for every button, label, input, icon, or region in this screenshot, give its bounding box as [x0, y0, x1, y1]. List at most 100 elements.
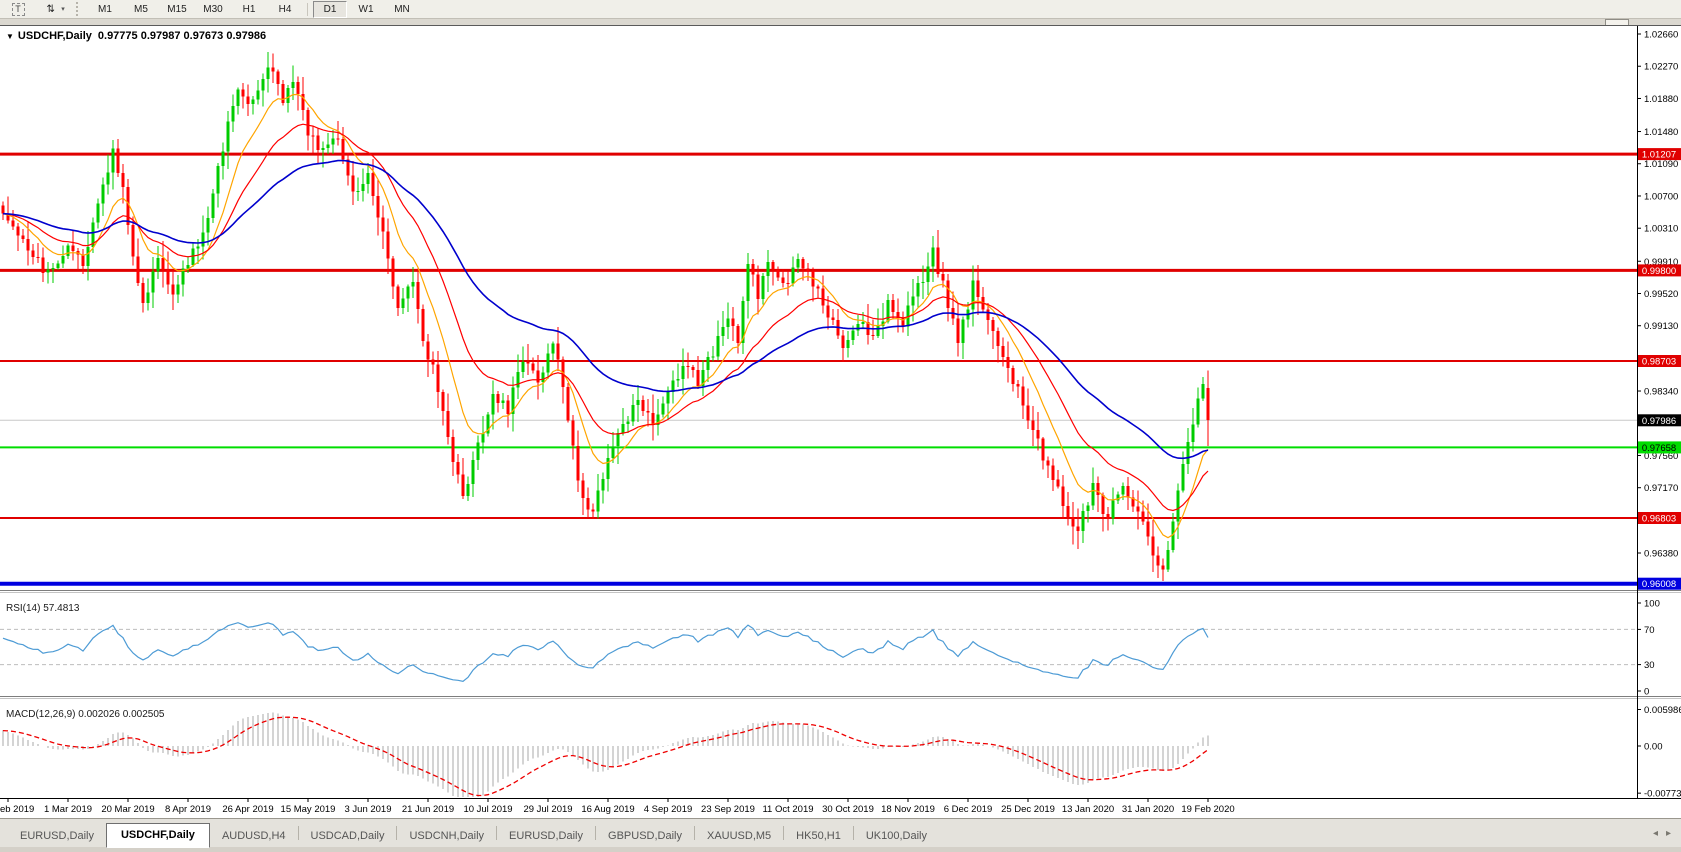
tab-divider [693, 826, 695, 840]
svg-text:16 Aug 2019: 16 Aug 2019 [581, 804, 634, 815]
svg-text:11 Oct 2019: 11 Oct 2019 [762, 804, 813, 815]
price-axis: 1.02660 1.02270 1.01880 1.01480 1.01090 1.007… [1637, 30, 1678, 559]
arrange-arrows-icon: ⇅ [46, 3, 55, 15]
macd-axis: 0.005986 0.00 -0.007731 [1637, 705, 1681, 800]
tab-divider [396, 826, 398, 840]
svg-text:15 May 2019: 15 May 2019 [281, 804, 336, 815]
rsi-pane: 100 70 30 0 [0, 599, 1660, 698]
svg-text:1.02270: 1.02270 [1644, 62, 1678, 73]
svg-text:31 Jan 2020: 31 Jan 2020 [1122, 804, 1174, 815]
text-tool-button[interactable]: T [1, 1, 35, 18]
svg-text:23 Sep 2019: 23 Sep 2019 [701, 804, 755, 815]
tab-divider [852, 826, 854, 840]
svg-text:0.98703: 0.98703 [1642, 357, 1676, 368]
svg-text:0.96803: 0.96803 [1642, 514, 1676, 525]
svg-text:70: 70 [1644, 625, 1655, 636]
timeframe-button-w1[interactable]: W1 [358, 3, 374, 15]
macd-pane [2, 712, 1209, 797]
macd-indicator-label: MACD(12,26,9) 0.002026 0.002505 [6, 709, 165, 720]
svg-text:18 Nov 2019: 18 Nov 2019 [881, 804, 935, 815]
tab-eurusd-daily[interactable]: EURUSD,Daily [509, 830, 584, 842]
rsi-line [2, 622, 1209, 682]
tab-gbpusd-daily[interactable]: GBPUSD,Daily [608, 830, 682, 842]
tab-xauusd-m5[interactable]: XAUUSD,M5 [706, 830, 772, 842]
svg-text:0.96380: 0.96380 [1644, 548, 1678, 559]
tab-usdcad-daily[interactable]: USDCAD,Daily [310, 830, 385, 842]
timeframe-button-m15[interactable]: M15 [167, 3, 187, 15]
svg-text:0: 0 [1644, 687, 1649, 698]
svg-text:30 Oct 2019: 30 Oct 2019 [822, 804, 874, 815]
chart-symbol-label: USDCHF,Daily [17, 30, 92, 42]
tab-eurusd-daily[interactable]: EURUSD,Daily [20, 830, 94, 842]
timeframe-button-group: M1 M5 M15 M30 H1 H4 D1 W1 MN [87, 0, 420, 18]
chart-window: ▼ USDCHF,Daily 0.97775 0.97987 0.97673 0.9… [0, 25, 1681, 819]
timeframe-button-mn[interactable]: MN [394, 3, 410, 15]
svg-text:1 Mar 2019: 1 Mar 2019 [44, 804, 92, 815]
tab-audusd-h4[interactable]: AUDUSD,H4 [221, 830, 286, 842]
svg-text:0.99130: 0.99130 [1644, 321, 1678, 332]
tab-usdcnh-daily[interactable]: USDCNH,Daily [409, 830, 485, 842]
svg-text:3 Jun 2019: 3 Jun 2019 [344, 804, 391, 815]
svg-text:0.97986: 0.97986 [1642, 416, 1676, 427]
chevron-down-icon[interactable]: ▾ [61, 6, 65, 13]
toolbar-grip[interactable] [76, 2, 83, 16]
tab-divider [297, 826, 299, 840]
timeframe-button-m30[interactable]: M30 [203, 3, 223, 15]
chart-title: ▼ USDCHF,Daily 0.97775 0.97987 0.97673 0.9… [6, 30, 266, 42]
svg-text:0.97560: 0.97560 [1644, 451, 1678, 462]
rsi-indicator-label: RSI(14) 57.4813 [6, 603, 80, 614]
timeframe-button-m1[interactable]: M1 [98, 3, 112, 15]
svg-text:1.00310: 1.00310 [1644, 224, 1678, 235]
slow-ma-line [2, 159, 1209, 460]
svg-text:1.01480: 1.01480 [1644, 127, 1678, 138]
svg-text:19 Feb 2020: 19 Feb 2020 [1181, 804, 1234, 815]
timeframe-button-h4[interactable]: H4 [278, 3, 292, 15]
tab-hk50-h1[interactable]: HK50,H1 [796, 830, 841, 842]
svg-text:21 Jun 2019: 21 Jun 2019 [402, 804, 454, 815]
svg-text:1.01090: 1.01090 [1644, 159, 1678, 170]
tab-divider [783, 826, 785, 840]
fast-ma-line [2, 93, 1209, 539]
tab-usdchf-daily[interactable]: USDCHF,Daily [105, 823, 210, 848]
price-level-labels: 1.01207 0.99800 0.98703 0.97986 0.97658 0.968… [1638, 148, 1681, 590]
svg-text:26 Apr 2019: 26 Apr 2019 [222, 804, 273, 815]
svg-text:30: 30 [1644, 660, 1655, 671]
chart-canvas[interactable]: 1.02660 1.02270 1.01880 1.01480 1.01090 1.007… [0, 26, 1681, 819]
timeframe-button-d1[interactable]: D1 [313, 0, 347, 18]
tab-divider [595, 826, 597, 840]
svg-text:1.02660: 1.02660 [1644, 30, 1678, 41]
svg-text:100: 100 [1644, 599, 1660, 610]
svg-text:1.01880: 1.01880 [1644, 94, 1678, 105]
svg-text:0.99910: 0.99910 [1644, 257, 1678, 268]
timeframe-button-m5[interactable]: M5 [134, 3, 148, 15]
svg-text:29 Jul 2019: 29 Jul 2019 [523, 804, 572, 815]
chart-ohlc-values: 0.97775 0.97987 0.97673 0.97986 [97, 30, 267, 42]
tab-scroll-right-icon[interactable]: ▸ [1665, 827, 1671, 839]
symbol-dropdown-icon[interactable]: ▼ [6, 32, 14, 41]
candlestick-series [1, 52, 1210, 581]
svg-text:0.99800: 0.99800 [1642, 266, 1676, 277]
svg-text:0.98340: 0.98340 [1644, 387, 1678, 398]
svg-text:11 Feb 2019: 11 Feb 2019 [0, 804, 34, 815]
text-tool-icon: T [11, 2, 25, 16]
arrange-tool-button[interactable]: ⇅ ▾ [37, 1, 71, 18]
tab-scroll-buttons: ◂ ▸ [1645, 819, 1681, 847]
svg-text:0.97658: 0.97658 [1642, 443, 1676, 454]
svg-text:8 Apr 2019: 8 Apr 2019 [165, 804, 211, 815]
svg-text:6 Dec 2019: 6 Dec 2019 [944, 804, 993, 815]
top-toolbar: T ⇅ ▾ M1 M5 M15 M30 H1 H4 D1 W1 MN [0, 0, 1681, 19]
timeframe-button-h1[interactable]: H1 [242, 3, 256, 15]
tab-divider [496, 826, 498, 840]
svg-text:13 Jan 2020: 13 Jan 2020 [1062, 804, 1114, 815]
svg-text:1.00700: 1.00700 [1644, 191, 1678, 202]
tab-uk100-daily[interactable]: UK100,Daily [865, 830, 927, 842]
svg-text:10 Jul 2019: 10 Jul 2019 [463, 804, 512, 815]
svg-text:20 Mar 2019: 20 Mar 2019 [101, 804, 154, 815]
chart-tab-bar: EURUSD,Daily USDCHF,Daily AUDUSD,H4 USDCAD,… [0, 818, 1681, 848]
svg-text:0.99520: 0.99520 [1644, 289, 1678, 300]
tab-scroll-left-icon[interactable]: ◂ [1652, 827, 1658, 839]
chart-tabs: EURUSD,Daily USDCHF,Daily AUDUSD,H4 USDCAD,… [8, 823, 939, 848]
svg-text:-0.007731: -0.007731 [1644, 789, 1681, 800]
date-axis: 11 Feb 2019 1 Mar 2019 20 Mar 2019 8 Apr 20… [0, 798, 1235, 815]
svg-text:0.00: 0.00 [1644, 742, 1663, 753]
